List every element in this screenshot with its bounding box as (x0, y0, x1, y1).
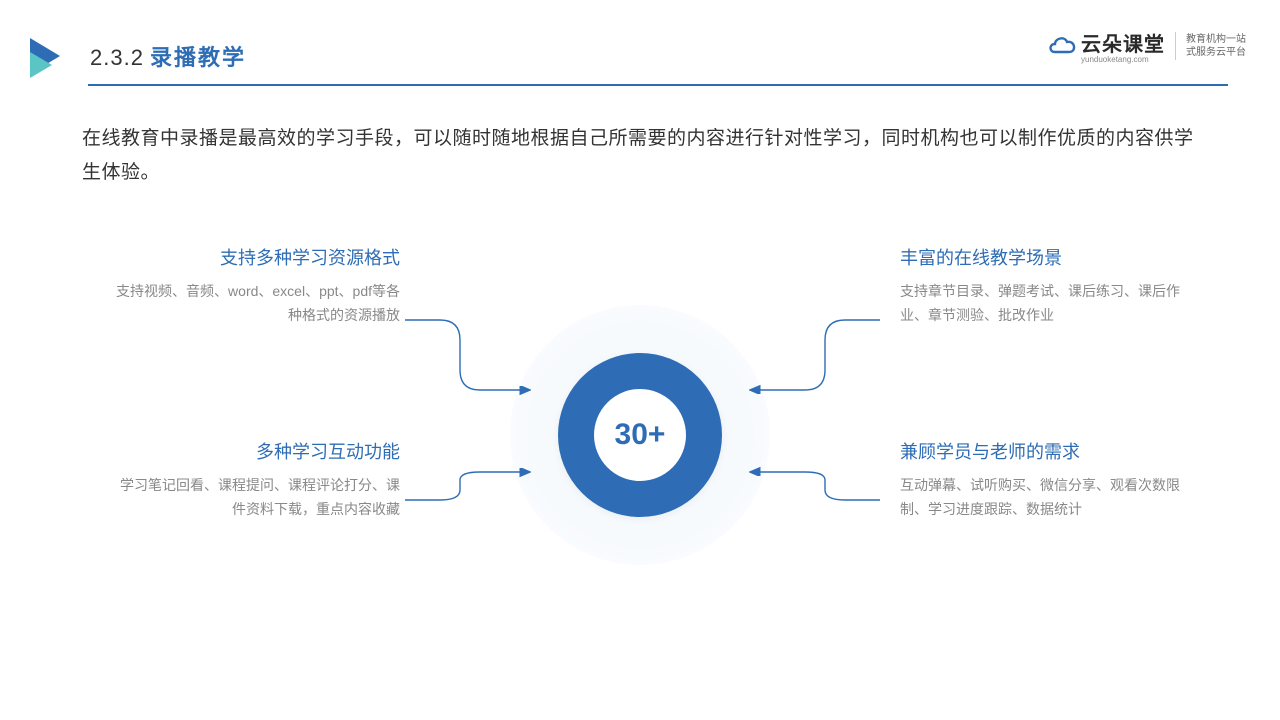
logo-divider (1175, 32, 1176, 60)
logo-tagline-l1: 教育机构一站 (1186, 33, 1246, 46)
section-number: 2.3.2 (90, 45, 144, 71)
brand-logo: 云朵课堂 yunduoketang.com 教育机构一站 式服务云平台 (1047, 28, 1246, 64)
page-title: 2.3.2 录播教学 (90, 40, 246, 72)
logo-tagline: 教育机构一站 式服务云平台 (1186, 33, 1246, 59)
logo-main: 云朵课堂 yunduoketang.com (1047, 28, 1165, 64)
play-icon (30, 38, 60, 74)
logo-brand-text: 云朵课堂 (1081, 34, 1165, 56)
title-underline (88, 84, 1228, 86)
connector-lines (0, 220, 1280, 650)
logo-tagline-l2: 式服务云平台 (1186, 46, 1246, 59)
intro-text: 在线教育中录播是最高效的学习手段，可以随时随地根据自己所需要的内容进行针对性学习… (0, 86, 1280, 190)
cloud-icon (1047, 34, 1077, 58)
feature-diagram: 30+ 支持多种学习资源格式 支持视频、音频、word、excel、ppt、pd… (0, 220, 1280, 650)
section-title: 录播教学 (150, 40, 246, 72)
slide-header: 2.3.2 录播教学 云朵课堂 yunduoketang.com 教育机构一站 … (0, 0, 1280, 86)
logo-url: yunduoketang.com (1081, 55, 1165, 64)
